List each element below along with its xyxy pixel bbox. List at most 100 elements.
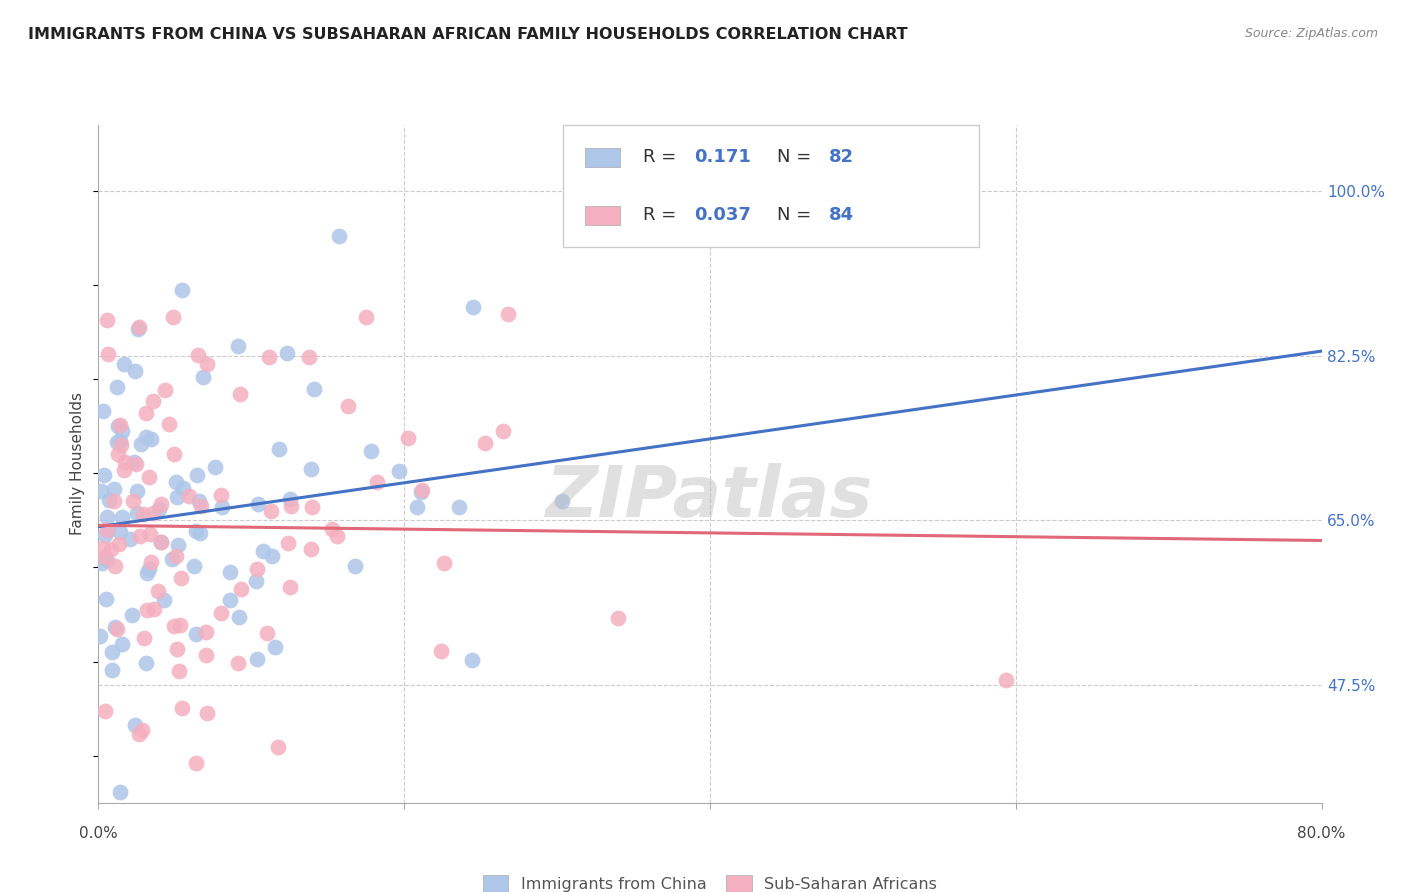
Point	[388, 464, 411, 478]
Legend: Immigrants from China, Sub-Saharan Africans: Immigrants from China, Sub-Saharan Afric…	[477, 869, 943, 892]
Text: N =: N =	[778, 148, 817, 167]
Point	[141, 555, 163, 569]
Point	[187, 348, 209, 362]
Point	[170, 700, 193, 714]
Point	[131, 723, 153, 737]
Text: ZIPatlas: ZIPatlas	[547, 463, 873, 533]
Point	[97, 523, 120, 537]
Point	[298, 350, 321, 364]
Point	[108, 434, 131, 448]
Point	[994, 673, 1017, 687]
Point	[183, 558, 205, 573]
Point	[344, 559, 367, 574]
Point	[108, 785, 131, 799]
Point	[195, 706, 218, 720]
Point	[149, 534, 172, 549]
Point	[163, 618, 186, 632]
Point	[366, 475, 388, 490]
Point	[122, 455, 145, 469]
Point	[211, 500, 233, 514]
Point	[103, 482, 125, 496]
Point	[108, 536, 131, 550]
Text: 84: 84	[828, 206, 853, 224]
Text: Source: ZipAtlas.com: Source: ZipAtlas.com	[1244, 27, 1378, 40]
Text: R =: R =	[643, 148, 682, 167]
Point	[184, 626, 207, 640]
Point	[187, 494, 209, 508]
Point	[194, 648, 217, 663]
Point	[124, 718, 146, 732]
Point	[172, 481, 194, 495]
Point	[97, 347, 120, 361]
Point	[142, 394, 165, 409]
Point	[257, 350, 280, 364]
Point	[301, 500, 323, 514]
Point	[267, 739, 290, 754]
Point	[107, 622, 129, 636]
Y-axis label: Family Households: Family Households	[70, 392, 86, 535]
Point	[209, 606, 232, 620]
Point	[129, 437, 152, 451]
Point	[128, 319, 150, 334]
Text: N =: N =	[778, 206, 817, 224]
Point	[321, 523, 343, 537]
Point	[139, 526, 162, 541]
Point	[110, 525, 132, 540]
Point	[167, 664, 190, 678]
Point	[135, 430, 157, 444]
Point	[299, 462, 322, 476]
Point	[112, 462, 135, 476]
Point	[107, 419, 129, 434]
Point	[269, 442, 291, 456]
Point	[229, 387, 252, 401]
Point	[135, 657, 157, 671]
FancyBboxPatch shape	[564, 125, 979, 247]
Point	[160, 551, 183, 566]
Point	[277, 536, 299, 550]
Point	[132, 631, 155, 645]
Point	[246, 652, 269, 666]
Point	[112, 357, 135, 371]
Point	[264, 640, 287, 655]
Point	[94, 704, 117, 718]
Point	[138, 561, 160, 575]
Point	[278, 580, 301, 594]
Point	[148, 583, 170, 598]
Point	[105, 380, 128, 394]
Point	[165, 475, 187, 489]
Point	[184, 524, 207, 539]
Point	[162, 310, 184, 324]
Point	[127, 322, 149, 336]
Point	[155, 384, 177, 398]
Point	[136, 566, 159, 580]
Point	[103, 493, 125, 508]
Point	[551, 493, 574, 508]
Point	[302, 382, 325, 396]
Point	[190, 499, 212, 513]
Point	[606, 610, 628, 624]
Point	[135, 603, 157, 617]
Text: 0.0%: 0.0%	[79, 826, 118, 841]
Point	[111, 510, 134, 524]
Point	[142, 507, 165, 521]
Point	[89, 629, 111, 643]
Point	[191, 370, 214, 384]
Point	[430, 644, 453, 658]
Point	[256, 626, 278, 640]
Text: IMMIGRANTS FROM CHINA VS SUBSAHARAN AFRICAN FAMILY HOUSEHOLDS CORRELATION CHART: IMMIGRANTS FROM CHINA VS SUBSAHARAN AFRI…	[28, 27, 908, 42]
Point	[169, 617, 191, 632]
Point	[100, 541, 122, 556]
Point	[209, 488, 232, 502]
Point	[218, 592, 240, 607]
Point	[128, 727, 150, 741]
Point	[93, 404, 115, 418]
Point	[110, 438, 132, 452]
Point	[166, 490, 188, 504]
Point	[336, 399, 359, 413]
Point	[260, 549, 283, 564]
Point	[409, 485, 432, 500]
Point	[172, 284, 194, 298]
Point	[496, 307, 519, 321]
Point	[474, 435, 496, 450]
FancyBboxPatch shape	[585, 148, 620, 167]
